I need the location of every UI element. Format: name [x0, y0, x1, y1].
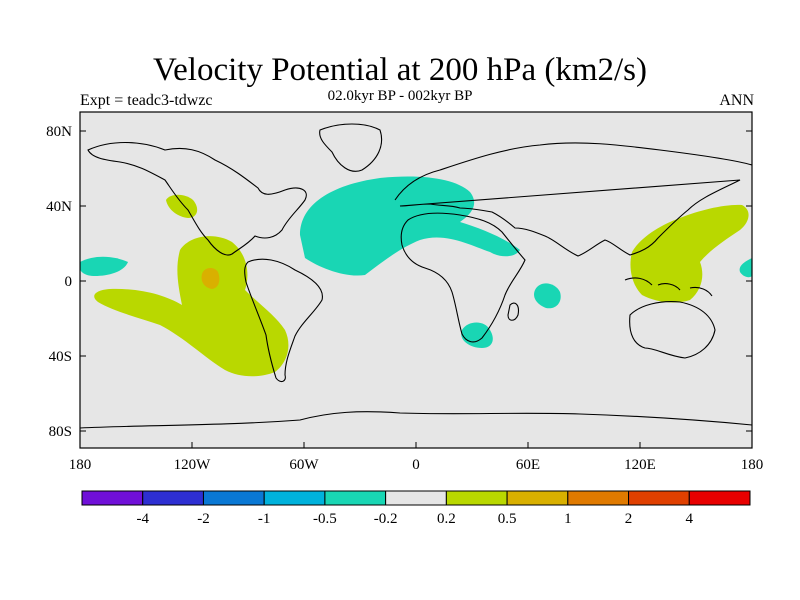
map-subtitle: 02.0kyr BP - 002kyr BP [327, 88, 473, 104]
colorbar-label: -0.2 [374, 511, 398, 527]
contour-negative-east-edge [739, 258, 752, 278]
colorbar-swatch [506, 490, 569, 506]
season-label: ANN [719, 92, 754, 109]
lat-tick-label: 80N [46, 124, 72, 140]
colorbar-swatch [263, 490, 326, 506]
contour-positive-pacific [94, 236, 289, 377]
contour-negative-indian-ocean [534, 283, 561, 309]
contour-negative-eastern-pacific [80, 256, 128, 276]
colorbar-swatch [81, 490, 144, 506]
coastlines [80, 123, 752, 429]
lon-tick-label: 60E [516, 457, 540, 473]
latitude-axis: 80N 40N 0 40S 80S [46, 124, 752, 440]
colorbar-label: 0.2 [437, 511, 456, 527]
longitude-axis: 180 120W 60W 0 60E 120E 180 [69, 442, 764, 473]
lon-tick-label: 180 [741, 457, 764, 473]
colorbar-swatch [324, 490, 387, 506]
contour-positive-maritime-continent [630, 204, 749, 303]
lon-tick-label: 120E [624, 457, 656, 473]
lat-tick-label: 40N [46, 199, 72, 215]
colorbar-label: 0.5 [498, 511, 517, 527]
colorbar-label: -0.5 [313, 511, 337, 527]
map-title: Velocity Potential at 200 hPa (km2/s) [152, 52, 648, 88]
colorbar-label: -2 [197, 511, 210, 527]
colorbar-swatch [688, 490, 751, 506]
colorbar-label: 4 [686, 511, 694, 527]
colorbar-swatch [142, 490, 204, 506]
experiment-label: Expt = teadc3-tdwzc [80, 92, 213, 109]
colorbar-label: 1 [564, 511, 572, 527]
colorbar-label: 2 [625, 511, 633, 527]
colorbar-swatch [202, 490, 265, 506]
lon-tick-label: 180 [69, 457, 92, 473]
lon-tick-label: 60W [289, 457, 319, 473]
colorbar-swatch [385, 490, 447, 506]
colorbar-label: -1 [258, 511, 271, 527]
contour-fields [80, 123, 752, 429]
colorbar-swatch [567, 490, 630, 506]
lon-tick-label: 120W [174, 457, 212, 473]
lat-tick-label: 40S [49, 349, 72, 365]
colorbar-swatch [445, 490, 508, 506]
lat-tick-label: 80S [49, 424, 72, 440]
colorbar-label: -4 [136, 511, 149, 527]
contour-positive-peak [201, 268, 220, 289]
colorbar: -4 -2 -1 -0.5 -0.2 0.2 0.5 1 2 4 [81, 490, 751, 527]
lat-tick-label: 0 [65, 274, 73, 290]
colorbar-swatch [628, 490, 690, 506]
lon-tick-label: 0 [412, 457, 420, 473]
